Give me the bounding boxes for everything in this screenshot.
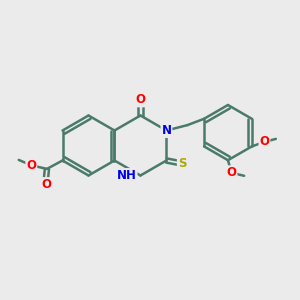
Text: O: O [136, 93, 146, 106]
Text: O: O [226, 166, 236, 179]
Text: S: S [178, 157, 186, 170]
Text: O: O [41, 178, 51, 191]
Text: O: O [26, 159, 36, 172]
Text: NH: NH [117, 169, 136, 182]
Text: N: N [161, 124, 171, 137]
Text: O: O [260, 135, 269, 148]
